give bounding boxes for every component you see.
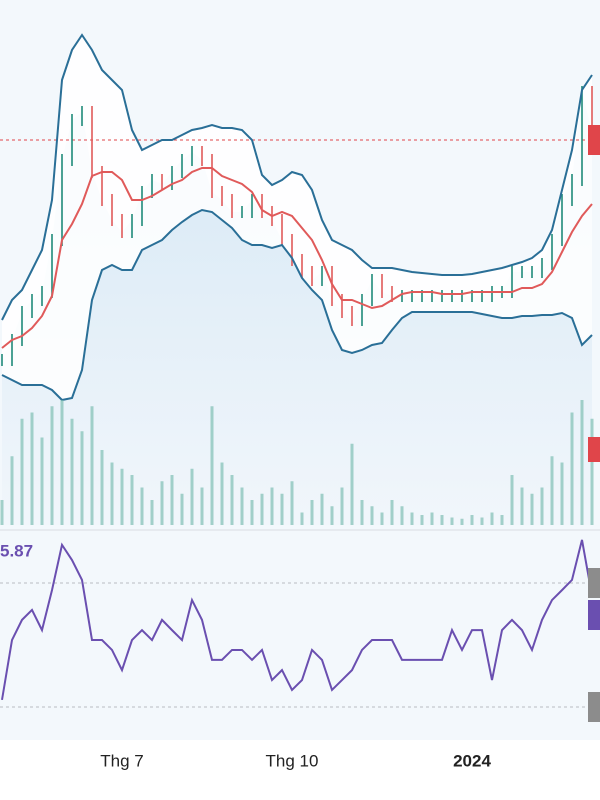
volume-bar	[260, 493, 264, 525]
volume-bar	[430, 512, 434, 525]
volume-bar	[290, 481, 294, 525]
volume-bar	[70, 418, 74, 525]
volume-bar	[280, 493, 284, 525]
volume-bar	[310, 500, 314, 525]
volume-bar	[420, 515, 424, 525]
volume-bar	[0, 500, 4, 525]
volume-bar	[10, 456, 14, 525]
rsi-line	[1, 539, 593, 701]
volume-bar	[140, 487, 144, 525]
volume-bar	[120, 468, 124, 525]
volume-bar	[500, 515, 504, 525]
volume-bar	[150, 500, 154, 525]
volume-bar	[230, 475, 234, 525]
volume-bar	[30, 412, 34, 525]
band-fill	[2, 35, 592, 400]
volume-bar	[20, 418, 24, 525]
volume-bar	[480, 517, 484, 525]
line-lower	[1, 208, 593, 402]
volume-bar	[390, 500, 394, 525]
line-upper	[1, 33, 593, 321]
volume-bar	[170, 475, 174, 525]
volume-bar	[370, 506, 374, 525]
volume-bar	[180, 493, 184, 525]
volume-bar	[160, 481, 164, 525]
volume-bar	[570, 412, 574, 525]
volume-bar	[100, 450, 104, 525]
rsi-level-marker	[588, 692, 600, 722]
volume-bar	[580, 400, 584, 525]
volume-bar	[340, 487, 344, 525]
volume-bar	[110, 462, 114, 525]
volume-bar	[330, 506, 334, 525]
rsi-value-label: 5.87	[0, 541, 33, 560]
rsi-level-marker	[588, 568, 600, 598]
volume-bar	[130, 475, 134, 525]
volume-bar	[380, 512, 384, 525]
volume-bar	[560, 462, 564, 525]
volume-bar	[520, 487, 524, 525]
volume-bar	[40, 437, 44, 525]
volume-bar	[50, 406, 54, 525]
volume-bar	[550, 456, 554, 525]
volume-bar	[90, 406, 94, 525]
volume-bar	[530, 493, 534, 525]
volume-bar	[400, 506, 404, 525]
volume-bar	[470, 515, 474, 525]
volume-bar	[60, 400, 64, 525]
volume-bar	[510, 475, 514, 525]
price-marker	[588, 125, 600, 155]
rsi-marker	[588, 600, 600, 630]
volume-bar	[320, 493, 324, 525]
volume-bar	[360, 500, 364, 525]
volume-bar	[240, 487, 244, 525]
volume-bar	[590, 418, 594, 525]
volume-bar	[80, 431, 84, 525]
volume-bar	[220, 462, 224, 525]
volume-bar	[410, 512, 414, 525]
volume-bar	[540, 487, 544, 525]
x-tick-label: 2024	[453, 751, 491, 770]
volume-bar	[190, 468, 194, 525]
volume-bar	[300, 512, 304, 525]
volume-bar	[450, 517, 454, 525]
volume-bar	[200, 487, 204, 525]
volume-bar	[270, 487, 274, 525]
volume-bar	[440, 515, 444, 525]
volume-bar	[490, 512, 494, 525]
volume-bar	[460, 518, 464, 525]
volume-marker	[588, 437, 600, 462]
plot: Thg 7 Thg 10 2024	[0, 33, 600, 770]
line-ma	[1, 167, 593, 349]
volume-bar	[350, 443, 354, 525]
volume-bar	[210, 406, 214, 525]
x-tick-label: Thg 10	[266, 751, 319, 770]
volume-bar	[250, 500, 254, 525]
x-tick-label: Thg 7	[100, 751, 143, 770]
